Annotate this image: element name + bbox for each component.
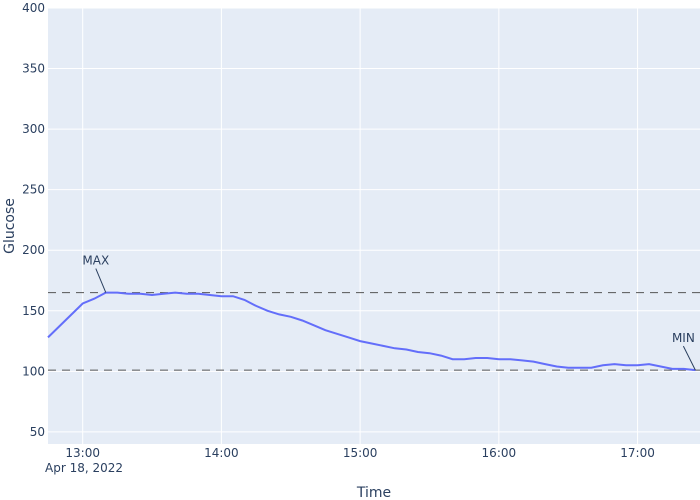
y-tick-label: 200 [22, 243, 45, 257]
reference-lines [48, 292, 700, 371]
annotation-label: MAX [82, 254, 109, 268]
y-tick-label: 250 [22, 183, 45, 197]
y-tick-label: 400 [22, 1, 45, 15]
annotation-label: MIN [672, 331, 695, 345]
x-axis-date-label: Apr 18, 2022 [45, 461, 123, 475]
annotation-arrow [682, 345, 696, 371]
y-axis-title: Glucose [2, 198, 18, 254]
y-tick-label: 300 [22, 122, 45, 136]
x-tick-label: 15:00 [343, 446, 378, 460]
x-axis-ticks: 13:00 14:00 15:00 16:00 17:00 [65, 446, 654, 460]
y-tick-label: 350 [22, 62, 45, 76]
x-tick-label: 16:00 [482, 446, 517, 460]
y-tick-label: 100 [22, 364, 45, 378]
y-tick-label: 150 [22, 304, 45, 318]
annotation-arrow [95, 268, 107, 293]
x-tick-label: 17:00 [620, 446, 655, 460]
glucose-series-line [47, 291, 696, 372]
gridlines [48, 7, 700, 444]
x-tick-label: 14:00 [204, 446, 239, 460]
annotations: MAX MIN [82, 254, 696, 371]
x-tick-label: 13:00 [65, 446, 100, 460]
y-tick-label: 50 [30, 425, 45, 439]
y-axis-ticks: 50 100 150 200 250 300 350 400 [22, 1, 45, 439]
plot-background [48, 8, 700, 444]
x-axis-title: Time [356, 485, 391, 500]
